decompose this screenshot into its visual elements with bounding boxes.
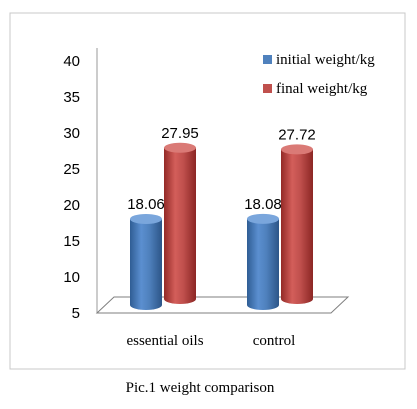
y-tick-label: 40	[63, 53, 80, 70]
bar-initial-body	[130, 218, 162, 310]
bars	[130, 142, 313, 310]
legend: initial weight/kg final weight/kg	[263, 52, 375, 97]
y-tick-label: 30	[63, 125, 80, 142]
value-label: 27.95	[161, 125, 199, 142]
legend-swatch-final	[263, 84, 272, 93]
value-label: 18.08	[244, 196, 282, 213]
y-tick-label: 5	[72, 305, 80, 322]
bar-final	[164, 142, 196, 304]
bar-final-top	[164, 142, 196, 153]
value-labels: 18.06 27.95 18.08 27.72	[127, 125, 316, 213]
chart-caption: Pic.1 weight comparison	[126, 380, 275, 396]
x-tick-label: control	[253, 333, 296, 349]
legend-label-final: final weight/kg	[276, 81, 368, 97]
value-label: 27.72	[278, 126, 316, 143]
y-tick-labels: 5 10 15 20 25 30 35 40	[63, 53, 80, 322]
y-tick-label: 35	[63, 89, 80, 106]
y-tick-label: 20	[63, 197, 80, 214]
bar-final	[281, 144, 313, 304]
bar-initial-body	[247, 218, 279, 310]
bar-final-body	[164, 147, 196, 304]
chart-frame	[9, 12, 406, 370]
bar-initial	[130, 213, 162, 310]
y-tick-label: 25	[63, 161, 80, 178]
x-tick-label: essential oils	[126, 333, 203, 349]
bar-initial-top	[130, 213, 162, 224]
bar-final-top	[281, 144, 313, 155]
legend-label-initial: initial weight/kg	[276, 52, 375, 68]
bar-final-body	[281, 149, 313, 304]
bar-initial	[247, 213, 279, 310]
bar-initial-top	[247, 213, 279, 224]
y-tick-label: 15	[63, 233, 80, 250]
value-label: 18.06	[127, 196, 165, 213]
y-tick-label: 10	[63, 269, 80, 286]
legend-swatch-initial	[263, 55, 272, 64]
x-tick-labels: essential oils control	[126, 333, 295, 349]
